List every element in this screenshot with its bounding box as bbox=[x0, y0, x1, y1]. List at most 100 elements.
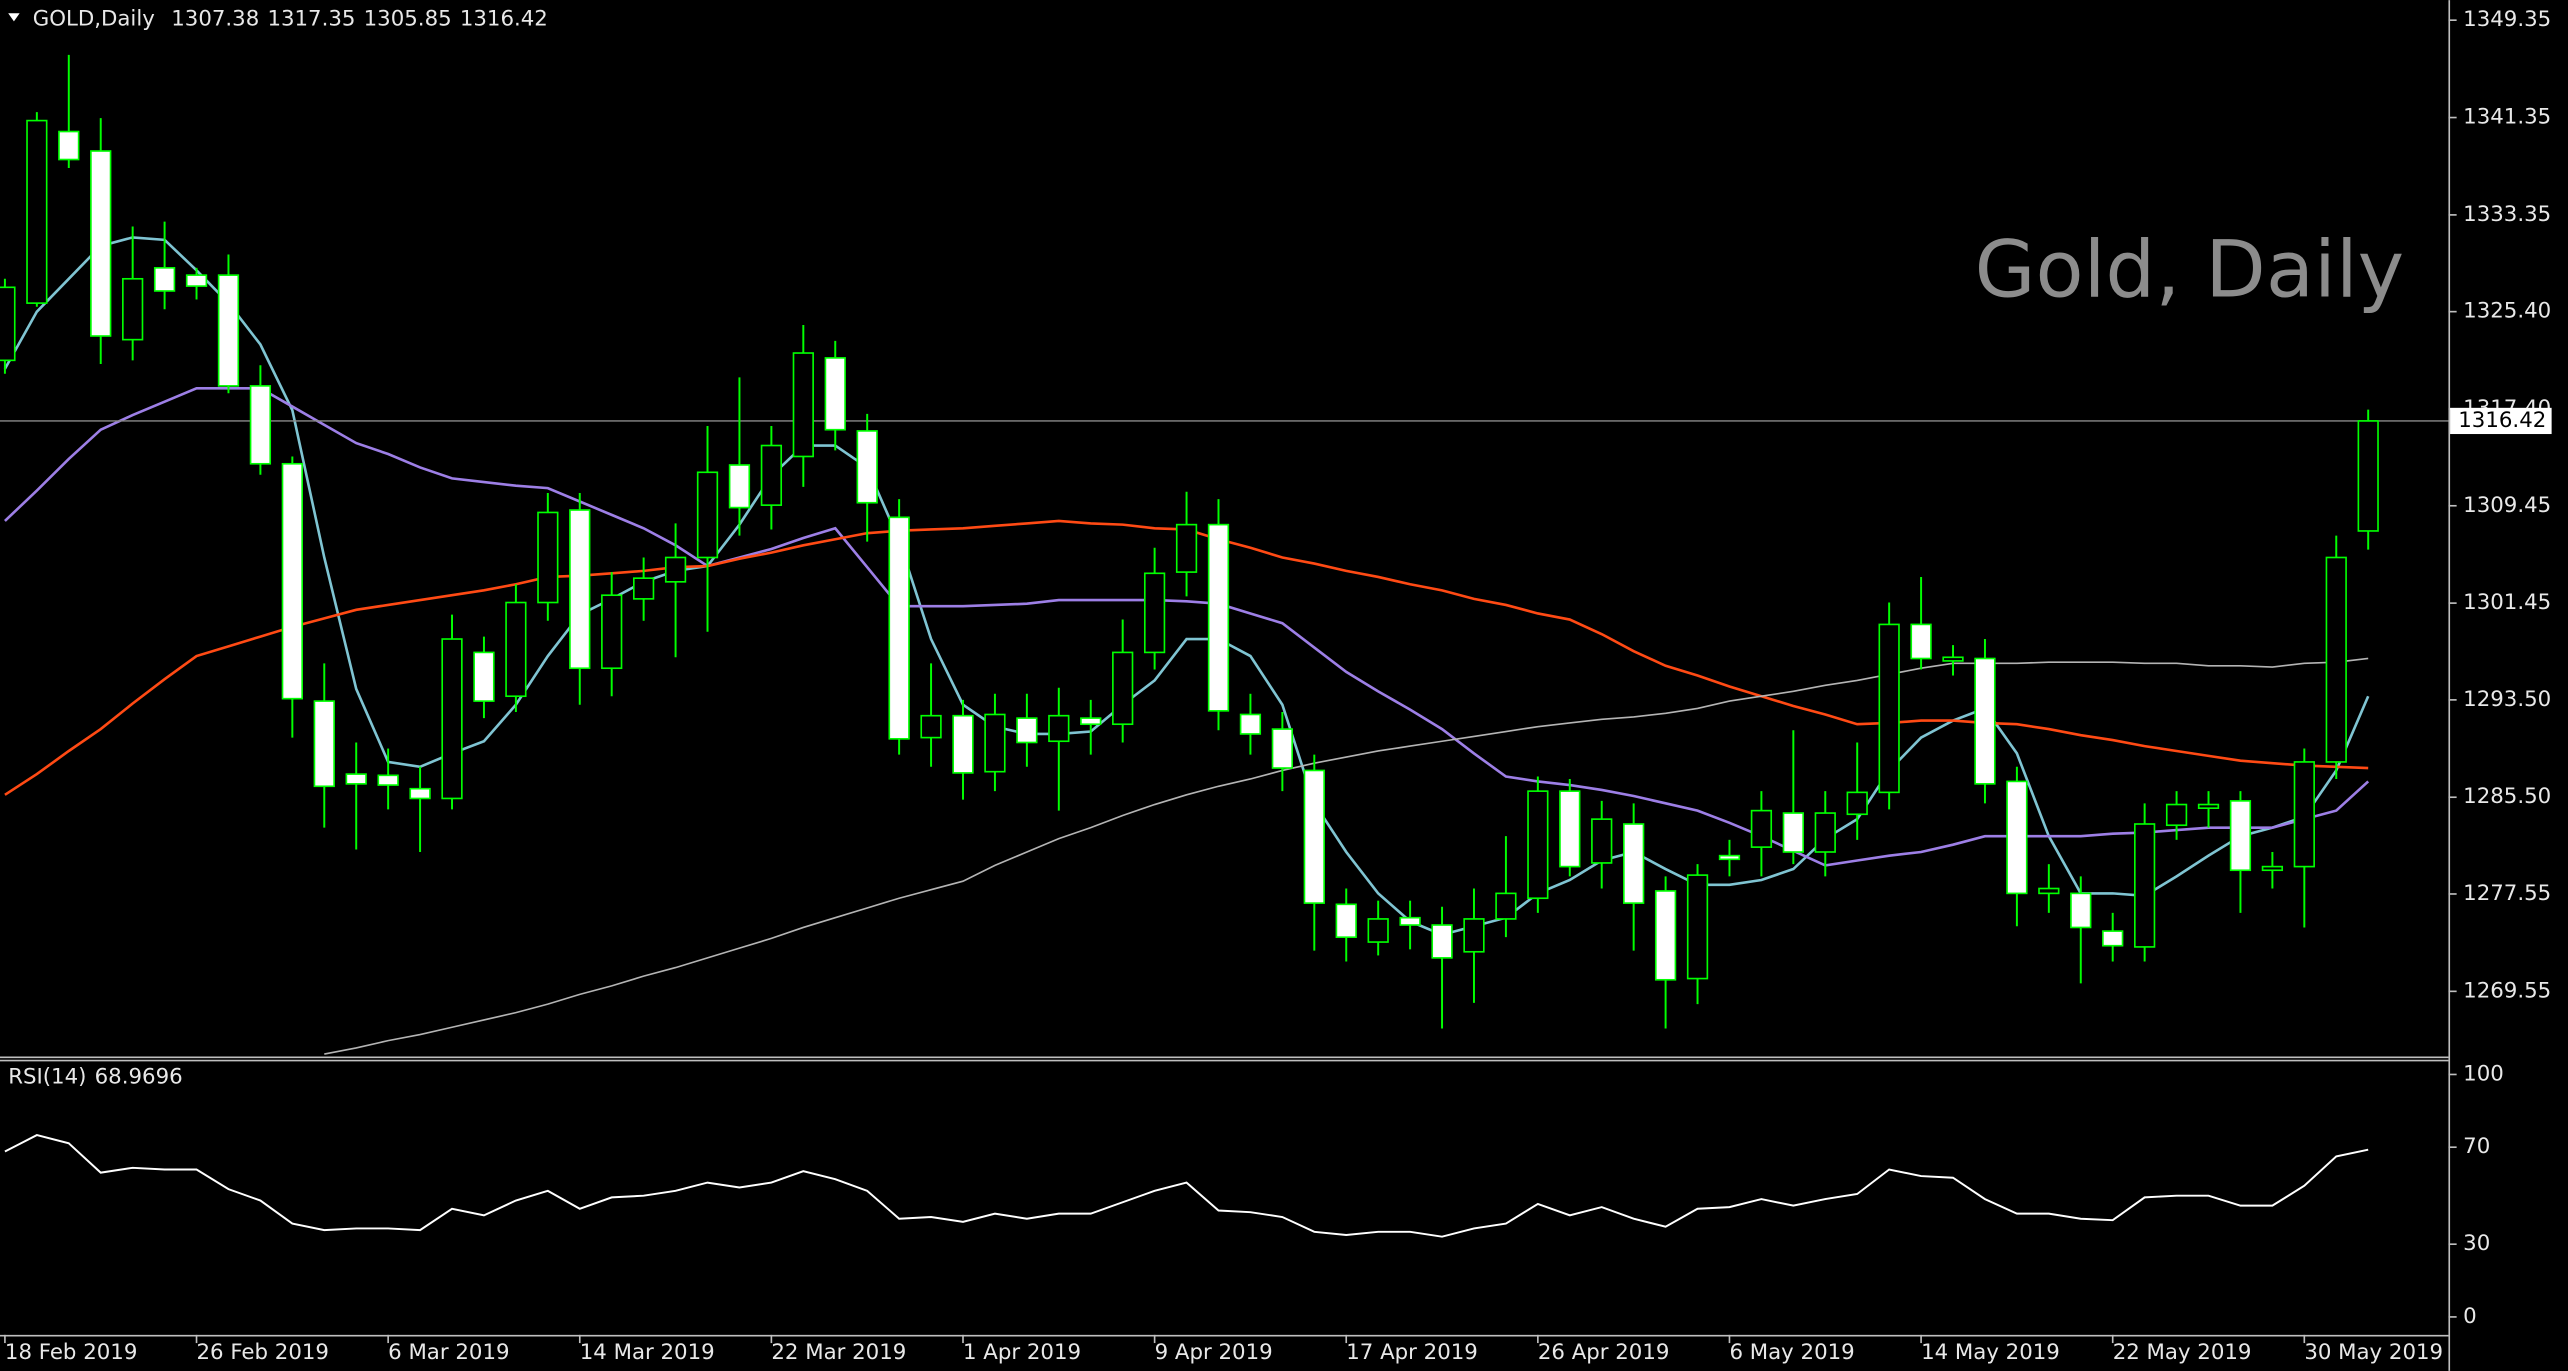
last-price-label: 1316.42 bbox=[2458, 408, 2546, 433]
x-tick-label: 18 Feb 2019 bbox=[5, 1340, 137, 1365]
candle-body bbox=[0, 286, 16, 362]
ma-line bbox=[324, 657, 2369, 1055]
candle-body bbox=[217, 274, 240, 387]
candle-body bbox=[2133, 823, 2156, 948]
candle-body bbox=[1846, 791, 1868, 816]
candle-body bbox=[1559, 790, 1581, 868]
candle-body bbox=[1623, 823, 1645, 904]
candle-body bbox=[2261, 865, 2284, 872]
y-tick-label: 1309.45 bbox=[2463, 493, 2551, 518]
rsi-tick-label: 100 bbox=[2463, 1061, 2504, 1086]
y-tick-label: 1285.50 bbox=[2463, 784, 2551, 809]
candle-body bbox=[2102, 930, 2124, 947]
candle-body bbox=[1463, 918, 1485, 953]
header-low: 1305.85 bbox=[364, 7, 452, 32]
candle-body bbox=[1495, 892, 1517, 920]
candle-body bbox=[313, 700, 335, 788]
candle-body bbox=[1175, 523, 1198, 573]
candle-body bbox=[792, 352, 814, 458]
candle-body bbox=[952, 714, 974, 774]
candle-body bbox=[1207, 523, 1230, 712]
candle-body bbox=[1942, 656, 1964, 662]
rsi-tick-label: 30 bbox=[2463, 1231, 2490, 1256]
candle-body bbox=[2229, 800, 2252, 872]
candle-body bbox=[58, 130, 80, 161]
candle-body bbox=[1080, 717, 1102, 726]
candle-body bbox=[1878, 623, 1900, 794]
line-layer bbox=[0, 236, 2449, 1238]
watermark: Gold, Daily bbox=[1975, 224, 2405, 316]
candle-body bbox=[249, 385, 272, 465]
candle-body bbox=[2293, 761, 2315, 868]
candle-body bbox=[281, 462, 303, 700]
candle-body bbox=[1910, 623, 1932, 660]
candle-body bbox=[601, 594, 623, 670]
x-tick-label: 6 May 2019 bbox=[1729, 1340, 1854, 1365]
candle-body bbox=[2165, 803, 2188, 827]
candle-body bbox=[122, 277, 144, 341]
candle-body bbox=[760, 444, 783, 506]
rsi-line bbox=[4, 1134, 2369, 1238]
candle-body bbox=[664, 556, 687, 583]
header-close: 1316.42 bbox=[460, 7, 548, 32]
candle-body bbox=[1686, 874, 1709, 980]
ma-line bbox=[4, 387, 2370, 867]
candle-body bbox=[1143, 572, 1166, 654]
candle-layer bbox=[0, 54, 2379, 1029]
candle-body bbox=[1239, 713, 1262, 735]
x-tick-label: 30 May 2019 bbox=[2304, 1340, 2443, 1365]
candle-body bbox=[1718, 854, 1741, 861]
candle-body bbox=[728, 464, 751, 509]
candle-body bbox=[1112, 651, 1134, 726]
candle-body bbox=[1016, 717, 1038, 744]
candle-body bbox=[1974, 657, 1996, 785]
x-tick-label: 26 Apr 2019 bbox=[1538, 1340, 1670, 1365]
candle-body bbox=[1048, 714, 1070, 743]
y-tick-label: 1293.50 bbox=[2463, 687, 2551, 712]
x-tick-label: 6 Mar 2019 bbox=[388, 1340, 509, 1365]
rsi-tick-label: 70 bbox=[2463, 1134, 2490, 1159]
candle-body bbox=[920, 714, 942, 739]
candle-body bbox=[377, 774, 399, 786]
menu-arrow[interactable] bbox=[8, 13, 20, 22]
y-tick-label: 1325.40 bbox=[2463, 299, 2551, 324]
candle-body bbox=[984, 713, 1006, 773]
candle-body bbox=[856, 430, 878, 504]
candle-body bbox=[473, 651, 495, 702]
x-tick-label: 26 Feb 2019 bbox=[197, 1340, 329, 1365]
candle-body bbox=[1431, 924, 1453, 959]
x-tick-label: 14 May 2019 bbox=[1921, 1340, 2060, 1365]
rsi-title: RSI(14) bbox=[8, 1065, 86, 1090]
candle-body bbox=[569, 509, 591, 670]
candle-body bbox=[2357, 420, 2379, 532]
header-high: 1317.35 bbox=[267, 7, 355, 32]
candle-body bbox=[537, 511, 559, 604]
candle-body bbox=[1335, 903, 1357, 939]
y-tick-label: 1333.35 bbox=[2463, 202, 2551, 227]
candle-body bbox=[1303, 769, 1325, 904]
candle-body bbox=[824, 357, 846, 431]
candle-body bbox=[1527, 790, 1549, 900]
header-open: 1307.38 bbox=[171, 7, 259, 32]
candle-body bbox=[888, 516, 910, 740]
x-tick-label: 22 May 2019 bbox=[2113, 1340, 2252, 1365]
x-tick-label: 1 Apr 2019 bbox=[963, 1340, 1081, 1365]
x-tick-label: 9 Apr 2019 bbox=[1155, 1340, 1273, 1365]
candle-body bbox=[345, 773, 367, 785]
rsi-header: RSI(14) 68.9696 bbox=[8, 1065, 182, 1090]
candle-body bbox=[26, 119, 48, 304]
rsi-last: 68.9696 bbox=[95, 1065, 183, 1090]
candle-body bbox=[441, 638, 463, 800]
symbol: GOLD,Daily bbox=[33, 7, 155, 32]
candle-body bbox=[185, 274, 208, 287]
candle-body bbox=[2325, 556, 2347, 763]
candle-body bbox=[1782, 812, 1804, 853]
candle-body bbox=[2038, 887, 2060, 895]
candle-body bbox=[696, 471, 719, 559]
candle-body bbox=[2006, 780, 2028, 895]
y-tick-label: 1341.35 bbox=[2463, 105, 2551, 130]
y-tick-label: 1269.55 bbox=[2463, 978, 2551, 1003]
